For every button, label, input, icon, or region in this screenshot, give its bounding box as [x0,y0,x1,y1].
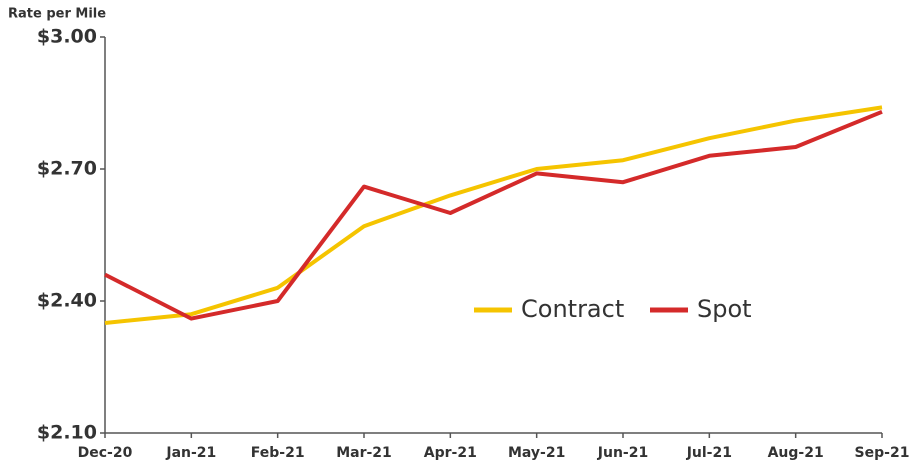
x-tick-label: May-21 [508,445,565,461]
legend-label: Spot [697,295,752,323]
x-tick-label: Sep-21 [855,445,910,461]
legend-label: Contract [521,295,624,323]
y-tick-label: $2.10 [37,422,97,444]
y-tick-label: $2.70 [37,158,97,180]
x-tick-label: Jan-21 [165,445,216,461]
x-tick-label: Jul-21 [686,445,732,461]
y-tick-label: $2.40 [37,290,97,312]
line-series [104,109,883,321]
x-tick-label: Feb-21 [251,445,305,461]
y-axis-label: Rate per Mile [8,7,106,22]
x-tick-label: Aug-21 [768,445,824,461]
x-tick-label: Apr-21 [424,445,477,461]
x-tick-label: Mar-21 [336,445,392,461]
line-series [104,105,883,325]
y-tick-label: $3.00 [37,26,97,48]
x-tick-label: Jun-21 [597,445,648,461]
x-tick-label: Dec-20 [78,445,133,461]
